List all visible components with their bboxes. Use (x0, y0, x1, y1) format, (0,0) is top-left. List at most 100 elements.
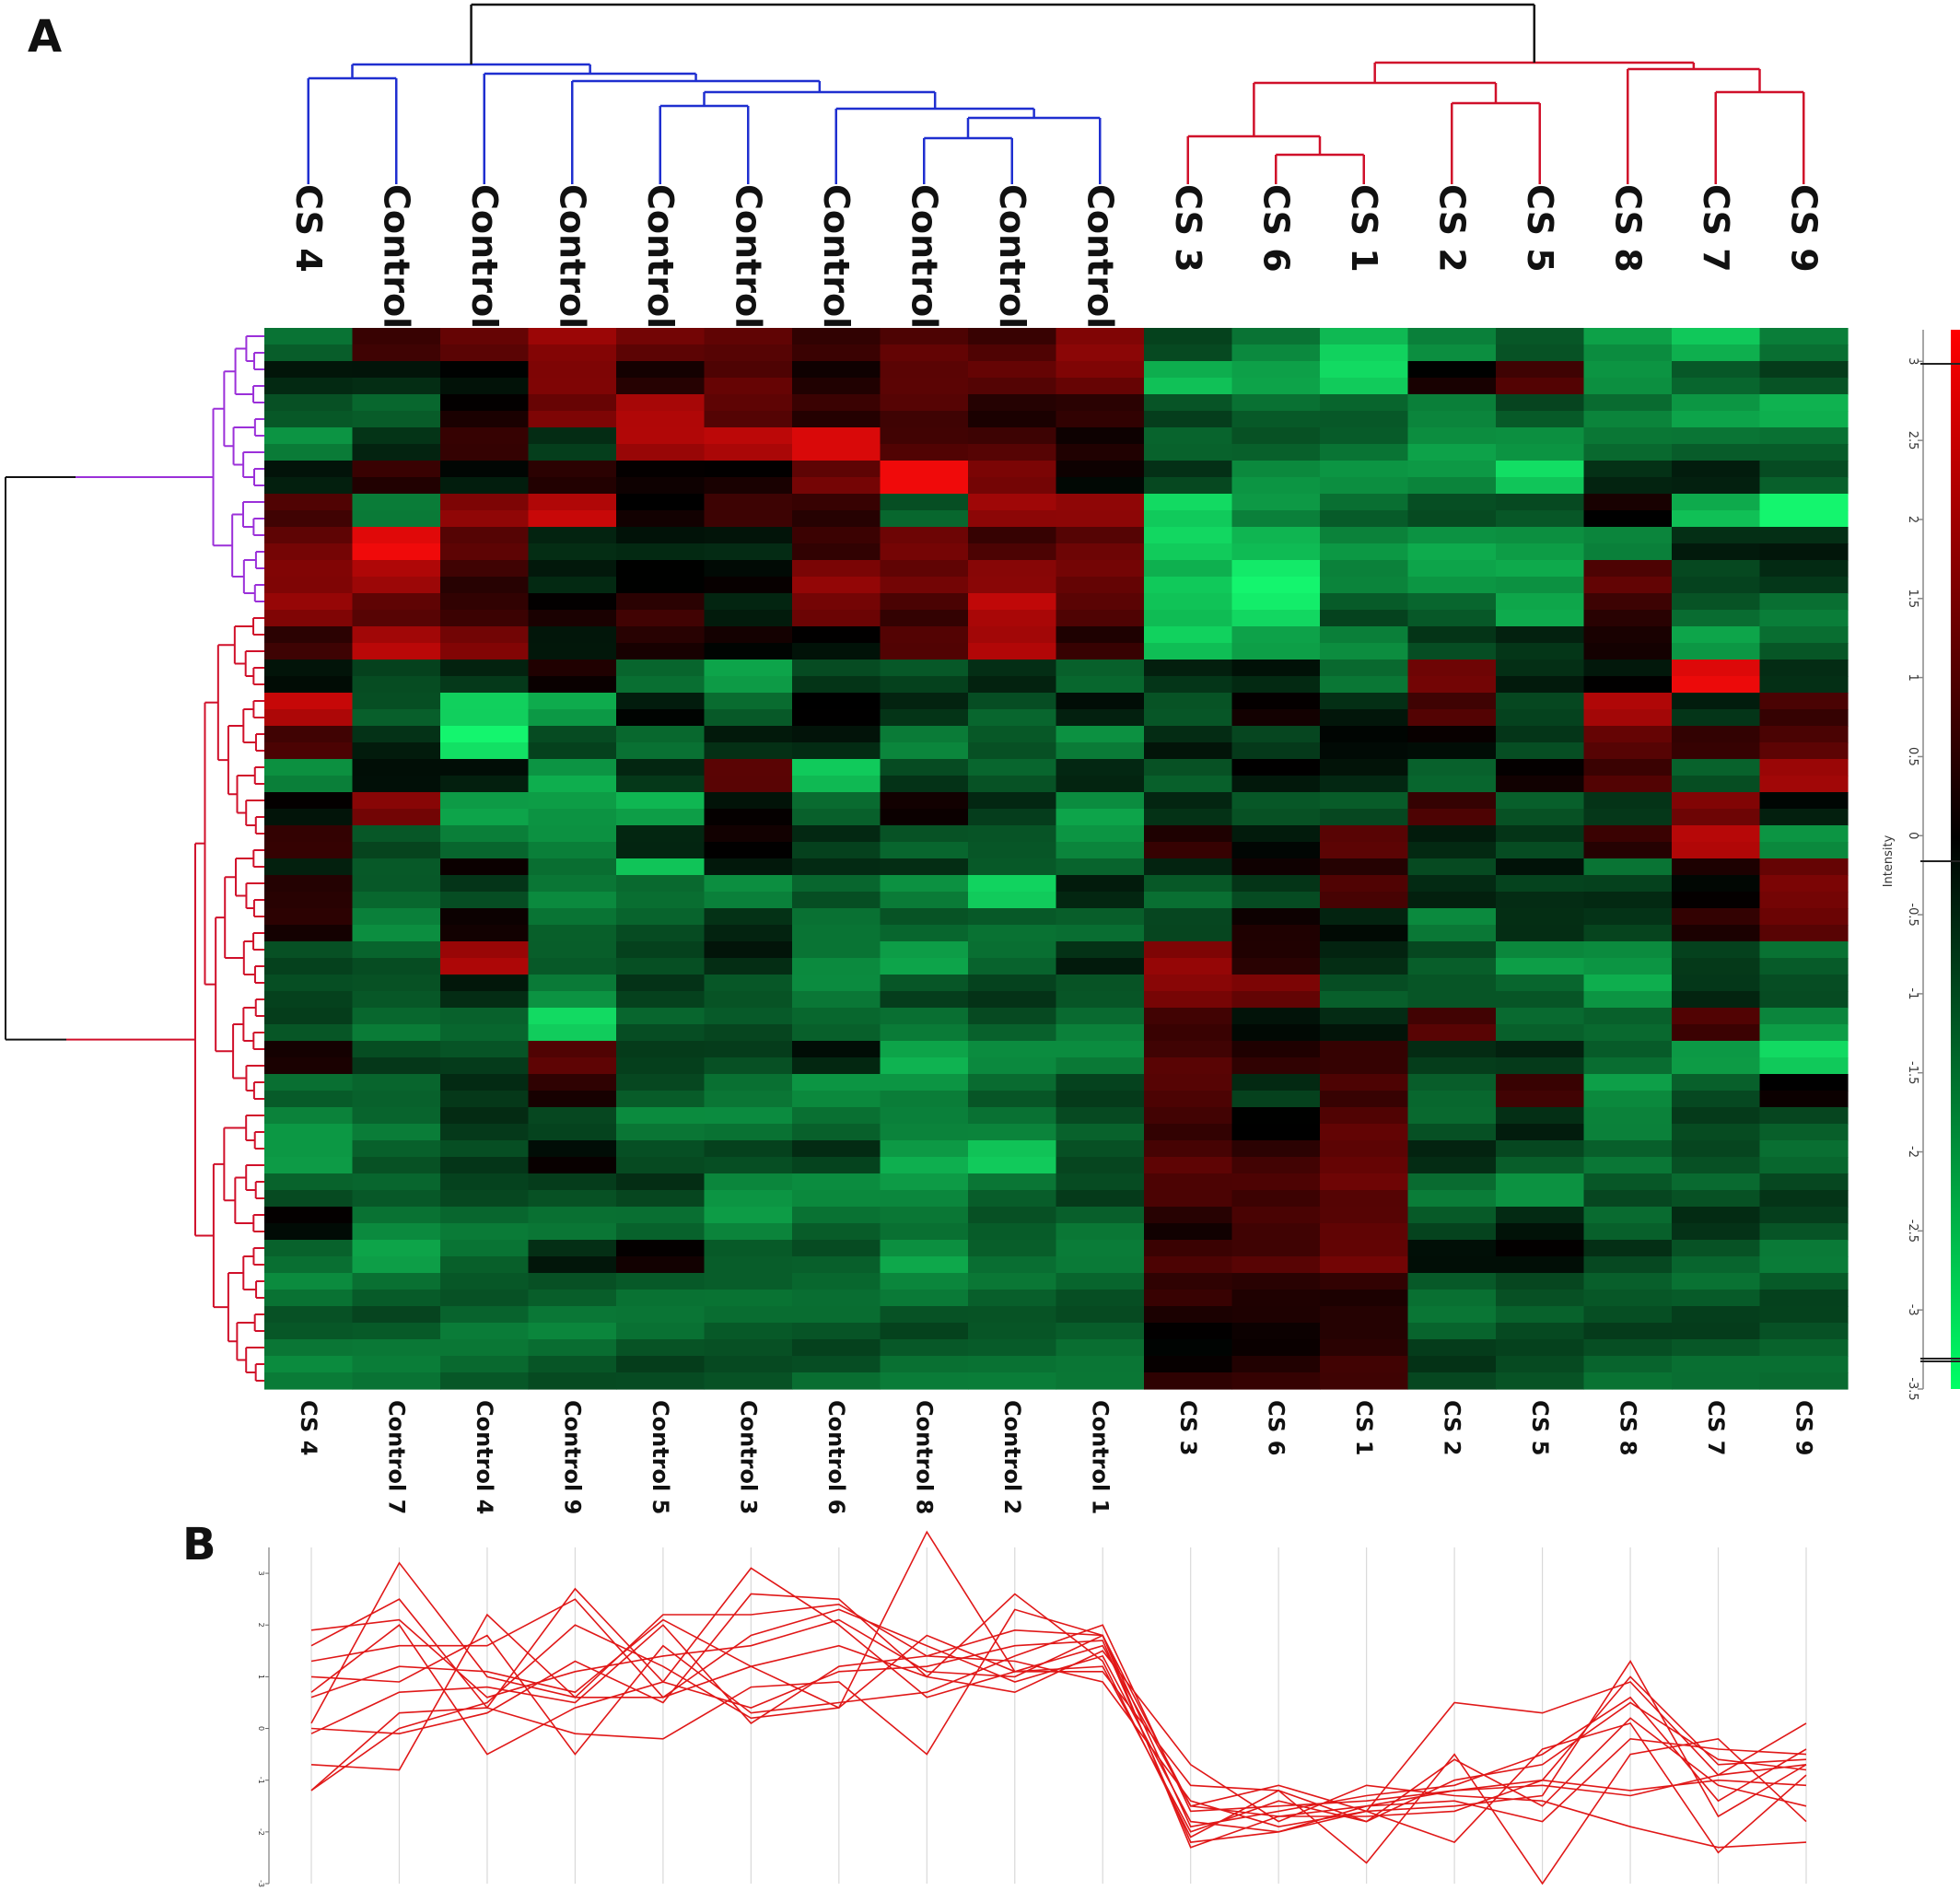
heatmap-cell-r35-c9 (968, 892, 1057, 909)
heatmap-cell-r52-c14 (1407, 1173, 1497, 1191)
heatmap-cell-r26-c12 (1231, 742, 1321, 760)
heatmap-cell-r7-c5 (616, 427, 706, 445)
heatmap-cell-r51-c4 (528, 1157, 617, 1174)
heatmap-cell-r57-c2 (352, 1256, 441, 1274)
heatmap-cell-r59-c12 (1231, 1290, 1321, 1307)
heatmap-cell-r27-c3 (440, 759, 530, 776)
heatmap-cell-r24-c17 (1672, 709, 1761, 727)
heatmap-cell-r57-c6 (704, 1256, 793, 1274)
heatmap-cell-r20-c9 (968, 643, 1057, 660)
heatmap-cell-r46-c5 (616, 1074, 706, 1091)
heatmap-cell-r11-c9 (968, 494, 1057, 511)
heatmap-cell-r43-c13 (1320, 1024, 1409, 1042)
heatmap-cell-r32-c12 (1231, 842, 1321, 859)
heatmap-cell-r42-c13 (1320, 1008, 1409, 1025)
heatmap-cell-r25-c5 (616, 726, 706, 743)
profile-y-tick-label: -1 (257, 1777, 265, 1784)
heatmap-cell-r37-c13 (1320, 925, 1409, 942)
heatmap-cell-r63-c1 (264, 1356, 354, 1373)
heatmap-cell-r6-c16 (1583, 411, 1673, 428)
heatmap-cell-r35-c14 (1407, 892, 1497, 909)
heatmap-cell-r50-c5 (616, 1140, 706, 1158)
heatmap-cell-r12-c13 (1320, 510, 1409, 528)
heatmap-cell-r50-c2 (352, 1140, 441, 1158)
heatmap-cell-r5-c16 (1583, 394, 1673, 412)
heatmap-cell-r1-c6 (704, 328, 793, 345)
heatmap-cell-r60-c11 (1144, 1306, 1233, 1324)
heatmap-cell-r53-c11 (1144, 1190, 1233, 1208)
heatmap-cell-r30-c16 (1583, 809, 1673, 826)
heatmap-cell-r39-c2 (352, 958, 441, 975)
heatmap-cell-r50-c10 (1056, 1140, 1145, 1158)
heatmap-cell-r40-c11 (1144, 975, 1233, 992)
heatmap-cell-r42-c2 (352, 1008, 441, 1025)
heatmap-cell-r42-c11 (1144, 1008, 1233, 1025)
heatmap-cell-r19-c4 (528, 626, 617, 644)
heatmap-cell-r36-c12 (1231, 908, 1321, 926)
profile-series-6 (310, 1598, 1807, 1849)
heatmap-cell-r7-c4 (528, 427, 617, 445)
heatmap-cell-r57-c4 (528, 1256, 617, 1274)
heatmap-cell-r59-c17 (1672, 1290, 1761, 1307)
heatmap-cell-r15-c6 (704, 560, 793, 578)
heatmap-cell-r62-c11 (1144, 1339, 1233, 1357)
heatmap-cell-r11-c12 (1231, 494, 1321, 511)
heatmap-cell-r50-c16 (1583, 1140, 1673, 1158)
heatmap-cell-r40-c5 (616, 975, 706, 992)
heatmap-cell-r15-c18 (1759, 560, 1849, 578)
heatmap-cell-r64-c9 (968, 1372, 1057, 1390)
heatmap-cell-r12-c16 (1583, 510, 1673, 528)
heatmap-cell-r35-c5 (616, 892, 706, 909)
heatmap-cell-r29-c16 (1583, 792, 1673, 810)
heatmap-cell-r40-c10 (1056, 975, 1145, 992)
heatmap-cell-r49-c18 (1759, 1124, 1849, 1141)
heatmap-cell-r41-c2 (352, 991, 441, 1009)
column-label-bottom-6: Control 3 (735, 1400, 761, 1514)
heatmap-cell-r49-c10 (1056, 1124, 1145, 1141)
heatmap-cell-r37-c1 (264, 925, 354, 942)
heatmap-cell-r16-c12 (1231, 577, 1321, 594)
heatmap-cell-r1-c18 (1759, 328, 1849, 345)
heatmap-cell-r57-c11 (1144, 1256, 1233, 1274)
heatmap-cell-r26-c16 (1583, 742, 1673, 760)
heatmap-cell-r57-c9 (968, 1256, 1057, 1274)
heatmap-cell-r47-c11 (1144, 1091, 1233, 1108)
heatmap-cell-r1-c10 (1056, 328, 1145, 345)
heatmap-cell-r64-c13 (1320, 1372, 1409, 1390)
heatmap-cell-r38-c1 (264, 941, 354, 959)
heatmap-cell-r54-c12 (1231, 1207, 1321, 1224)
heatmap-cell-r28-c15 (1496, 776, 1585, 793)
heatmap-cell-r35-c1 (264, 892, 354, 909)
heatmap-cell-r64-c12 (1231, 1372, 1321, 1390)
heatmap-cell-r25-c13 (1320, 726, 1409, 743)
heatmap-cell-r19-c8 (880, 626, 969, 644)
heatmap-cell-r2-c1 (264, 344, 354, 362)
heatmap-cell-r2-c2 (352, 344, 441, 362)
heatmap-cell-r44-c14 (1407, 1041, 1497, 1058)
heatmap-cell-r35-c8 (880, 892, 969, 909)
heatmap-cell-r40-c2 (352, 975, 441, 992)
heatmap-cell-r9-c1 (264, 461, 354, 478)
heatmap-cell-r51-c3 (440, 1157, 530, 1174)
heatmap-cell-r50-c7 (792, 1140, 881, 1158)
heatmap-cell-r15-c10 (1056, 560, 1145, 578)
heatmap-cell-r12-c9 (968, 510, 1057, 528)
heatmap-cell-r4-c3 (440, 378, 530, 395)
heatmap-cell-r21-c8 (880, 660, 969, 677)
heatmap-cell-r6-c18 (1759, 411, 1849, 428)
heatmap-cell-r45-c9 (968, 1057, 1057, 1075)
heatmap-cell-r64-c17 (1672, 1372, 1761, 1390)
heatmap-cell-r62-c3 (440, 1339, 530, 1357)
heatmap-cell-r48-c14 (1407, 1107, 1497, 1125)
heatmap-cell-r19-c15 (1496, 626, 1585, 644)
heatmap-cell-r13-c2 (352, 527, 441, 544)
heatmap-cell-r40-c13 (1320, 975, 1409, 992)
profile-y-tick-label: 1 (257, 1675, 265, 1679)
heatmap-cell-r22-c4 (528, 676, 617, 694)
heatmap-cell-r55-c5 (616, 1223, 706, 1241)
heatmap-cell-r21-c15 (1496, 660, 1585, 677)
heatmap-cell-r45-c12 (1231, 1057, 1321, 1075)
heatmap-cell-r6-c4 (528, 411, 617, 428)
heatmap-cell-r58-c5 (616, 1273, 706, 1290)
